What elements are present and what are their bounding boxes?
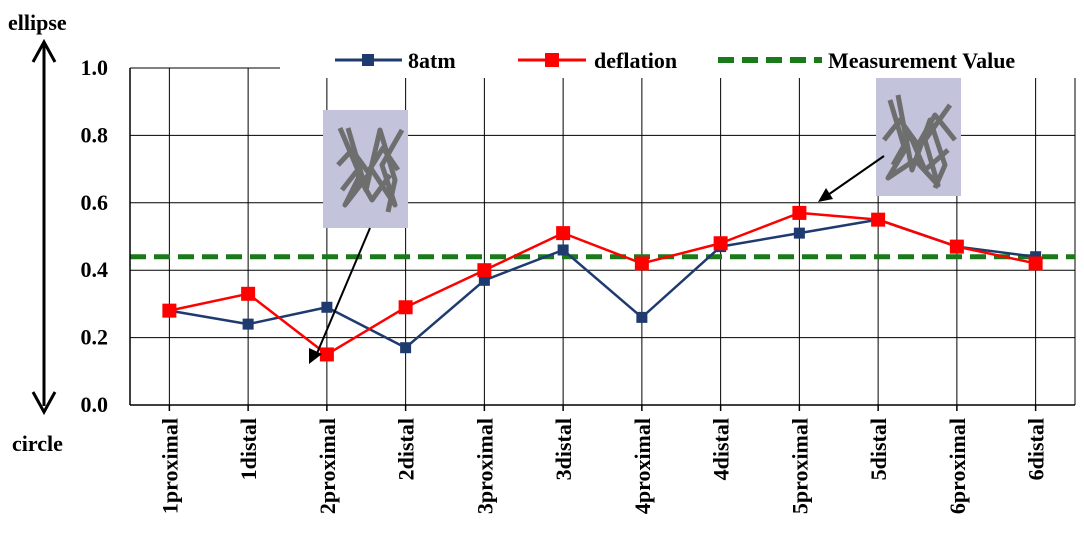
- y-tick-label: 0.2: [81, 325, 109, 350]
- legend-background: [280, 44, 1076, 78]
- x-tick-label: 6distal: [1024, 418, 1049, 480]
- data-point-deflation: [871, 212, 886, 227]
- y-tick-label: 0.6: [81, 190, 109, 215]
- legend-item-8atm: 8atm: [335, 48, 456, 73]
- data-point-deflation: [1028, 256, 1043, 271]
- data-point-deflation: [241, 286, 256, 301]
- legend-item-deflation: deflation: [518, 48, 677, 73]
- legend-label-8atm: 8atm: [408, 48, 456, 73]
- data-point-8atm: [400, 342, 412, 354]
- x-tick-label: 1distal: [236, 418, 261, 480]
- series-line-deflation: [169, 211, 1036, 356]
- y-tick-labels: 0.0 0.2 0.4 0.6 0.8 1.0: [81, 55, 109, 417]
- data-point-deflation: [398, 300, 413, 315]
- axes: [129, 68, 1075, 411]
- data-point-deflation: [477, 263, 492, 278]
- data-point-8atm: [242, 318, 254, 330]
- ellipse-circle-arrow: [31, 38, 57, 416]
- y-axis-top-label: ellipse: [8, 10, 67, 35]
- data-point-8atm: [557, 244, 569, 256]
- series-line-8atm: [169, 218, 1036, 349]
- legend: 8atm deflation Measurement Value: [280, 44, 1076, 78]
- x-tick-label: 5proximal: [787, 418, 812, 514]
- legend-label-deflation: deflation: [594, 48, 677, 73]
- data-point-deflation: [792, 205, 807, 220]
- data-point-8atm: [793, 227, 805, 239]
- series-deflation: [162, 205, 1043, 362]
- x-tick-label: 2distal: [394, 418, 419, 480]
- data-point-deflation: [634, 256, 649, 271]
- data-point-8atm: [321, 301, 333, 313]
- series-8atm: [163, 214, 1042, 354]
- x-tick-label: 4distal: [709, 418, 734, 480]
- data-point-deflation: [949, 239, 964, 254]
- y-axis-bottom-label: circle: [12, 431, 63, 456]
- stent-image-callout-1: [309, 110, 408, 364]
- stent-image-callout-2: [818, 78, 961, 202]
- x-tick-label: 3distal: [551, 418, 576, 480]
- data-point-8atm: [636, 311, 648, 323]
- data-point-deflation: [319, 347, 334, 362]
- x-tick-label: 2proximal: [315, 418, 340, 514]
- data-series: [162, 205, 1043, 362]
- y-tick-label: 0.0: [81, 392, 109, 417]
- x-tick-label: 1proximal: [157, 418, 182, 514]
- stent-drawing-1: [336, 127, 405, 213]
- y-tick-label: 1.0: [81, 55, 109, 80]
- legend-item-measurement-value: Measurement Value: [718, 48, 1015, 73]
- x-tick-labels: 1proximal 1distal 2proximal 2distal 3proxima…: [157, 418, 1048, 514]
- data-point-deflation: [556, 226, 571, 241]
- x-tick-label: 6proximal: [945, 418, 970, 514]
- data-point-deflation: [162, 303, 177, 318]
- x-tick-label: 5distal: [866, 418, 891, 480]
- x-tick-label: 3proximal: [472, 418, 497, 514]
- stent-drawing-2: [882, 94, 957, 189]
- y-tick-label: 0.4: [81, 257, 109, 282]
- legend-label-measurement-value: Measurement Value: [828, 48, 1015, 73]
- data-point-8atm: [478, 274, 490, 286]
- x-tick-label: 4proximal: [630, 418, 655, 514]
- y-tick-label: 0.8: [81, 122, 109, 147]
- data-point-deflation: [713, 236, 728, 251]
